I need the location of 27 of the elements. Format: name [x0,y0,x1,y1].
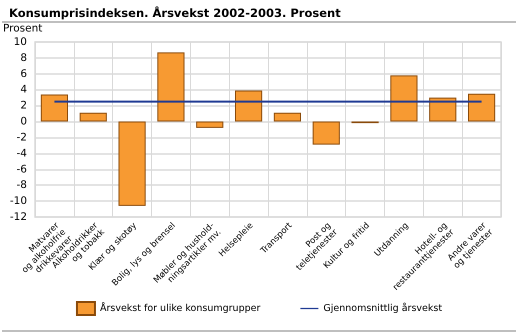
y-tick-label: 8 [20,52,27,64]
bar [234,90,262,122]
legend-label: Gjennomsnittlig årsvekst [323,302,442,314]
legend-label: Årsvekst for ulike konsumgrupper [100,302,260,314]
y-tick-label: 2 [20,100,27,112]
bar [118,122,146,206]
bar [390,75,418,122]
bar [40,94,68,122]
bar [157,52,185,122]
bar [468,94,496,122]
y-tick-label: 6 [20,68,28,80]
y-tick-label: -12 [10,211,27,223]
y-tick-label: 4 [20,84,28,96]
bar [429,98,456,122]
y-tick-label: -8 [16,179,27,192]
bar [80,112,107,122]
y-tick-label: 0 [20,116,27,128]
y-axis-title: Prosent [3,22,42,34]
y-tick-label: 10 [14,36,27,48]
bar [196,122,224,128]
y-tick-label: -6 [16,163,28,176]
bar [312,122,340,145]
y-tick-label: -4 [16,147,28,160]
y-tick-label: -2 [16,131,27,144]
y-tick-label: -10 [10,195,27,208]
bar [274,112,302,122]
chart-title: Konsumprisindeksen. Årsvekst 2002-2003. Prosent [9,6,342,20]
